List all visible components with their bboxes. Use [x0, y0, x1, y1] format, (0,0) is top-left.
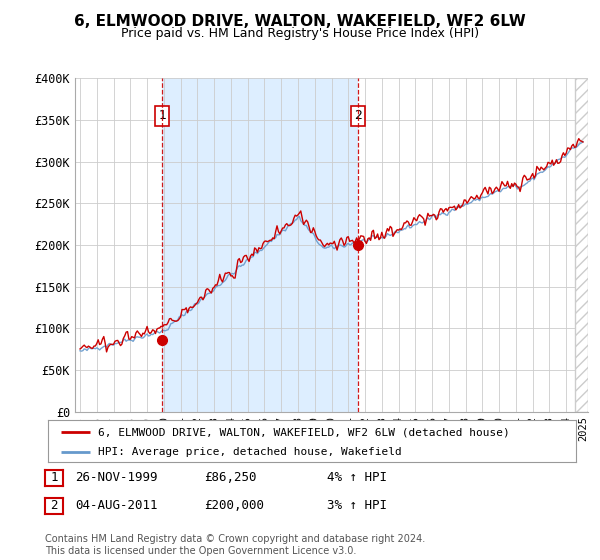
- Text: Price paid vs. HM Land Registry's House Price Index (HPI): Price paid vs. HM Land Registry's House …: [121, 27, 479, 40]
- Text: 6, ELMWOOD DRIVE, WALTON, WAKEFIELD, WF2 6LW: 6, ELMWOOD DRIVE, WALTON, WAKEFIELD, WF2…: [74, 14, 526, 29]
- Bar: [162, 78, 358, 412]
- Text: 6, ELMWOOD DRIVE, WALTON, WAKEFIELD, WF2 6LW (detached house): 6, ELMWOOD DRIVE, WALTON, WAKEFIELD, WF2…: [98, 428, 510, 437]
- Bar: [575, 78, 588, 412]
- Text: 1: 1: [50, 471, 58, 484]
- Text: 26-NOV-1999: 26-NOV-1999: [75, 470, 157, 484]
- Text: 3% ↑ HPI: 3% ↑ HPI: [327, 498, 387, 512]
- Text: £200,000: £200,000: [204, 498, 264, 512]
- Text: 4% ↑ HPI: 4% ↑ HPI: [327, 470, 387, 484]
- Text: 2: 2: [355, 109, 362, 123]
- Text: Contains HM Land Registry data © Crown copyright and database right 2024.
This d: Contains HM Land Registry data © Crown c…: [45, 534, 425, 556]
- Text: HPI: Average price, detached house, Wakefield: HPI: Average price, detached house, Wake…: [98, 447, 402, 458]
- Text: 2: 2: [50, 499, 58, 512]
- Text: 1: 1: [158, 109, 166, 123]
- Text: £86,250: £86,250: [204, 470, 257, 484]
- Text: 04-AUG-2011: 04-AUG-2011: [75, 498, 157, 512]
